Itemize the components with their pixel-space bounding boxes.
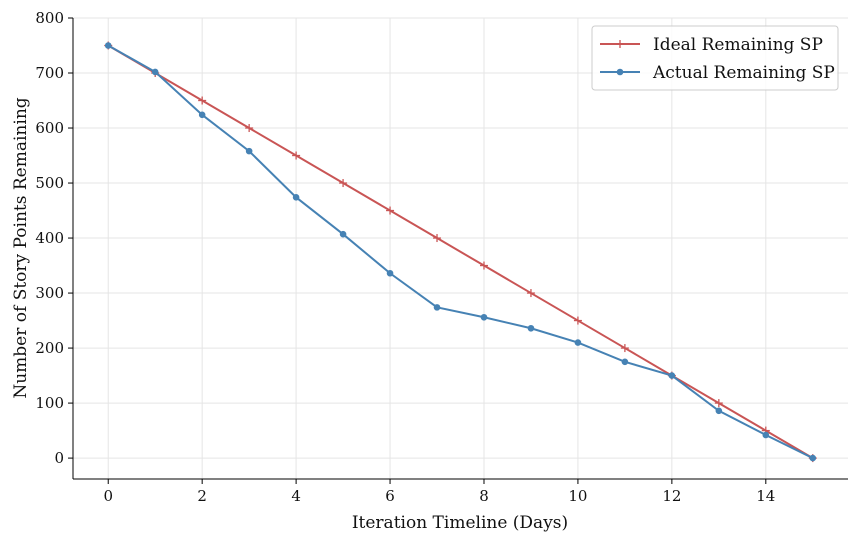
data-point (809, 454, 817, 462)
axes-layer: 0 2 4 6 8 10 12 14 0 100 200 300 400 500 600 700 800 (35, 9, 848, 505)
legend: Ideal Remaining SP Actual Remaining SP (591, 25, 839, 91)
y-tick-label: 400 (35, 229, 64, 247)
actual-series-line (107, 44, 814, 459)
data-point (198, 111, 206, 119)
x-tick-label: 4 (291, 487, 301, 505)
y-tick-label: 100 (35, 394, 64, 412)
plus-marker (433, 234, 442, 243)
y-tick-label: 200 (35, 339, 64, 357)
data-point (433, 304, 441, 311)
y-tick-label: 0 (54, 449, 64, 467)
x-tick-label: 10 (568, 487, 587, 505)
y-tick-label: 300 (35, 284, 64, 302)
plus-marker (479, 261, 488, 270)
plus-marker (386, 206, 395, 215)
y-tick-label: 800 (35, 9, 64, 27)
data-point (292, 194, 300, 201)
plus-marker (714, 399, 723, 408)
grid-layer (73, 17, 848, 479)
data-point (574, 339, 582, 346)
y-tick-label: 700 (35, 64, 64, 82)
x-tick-label: 6 (385, 487, 395, 505)
data-point (245, 147, 253, 155)
y-tick-label: 600 (35, 119, 64, 137)
legend-box (591, 25, 839, 91)
data-point (527, 324, 535, 332)
x-axis-label: Iteration Timeline (Days) (352, 513, 568, 533)
legend-label-actual: Actual Remaining SP (652, 63, 835, 83)
data-point (151, 68, 159, 76)
plus-marker (620, 344, 629, 353)
x-tick-label: 2 (197, 487, 207, 505)
legend-label-ideal: Ideal Remaining SP (653, 35, 823, 55)
plus-marker (526, 289, 535, 298)
x-tick-label: 14 (756, 487, 775, 505)
data-point (386, 269, 394, 277)
data-point (762, 431, 770, 439)
data-point (339, 230, 347, 238)
data-point (715, 407, 723, 415)
series-ideal (104, 41, 817, 463)
y-tick-label: 500 (35, 174, 64, 192)
data-point (668, 372, 676, 379)
x-tick-label: 8 (479, 487, 489, 505)
data-point (104, 42, 112, 49)
plus-marker (245, 124, 254, 133)
x-tick-label: 0 (103, 487, 113, 505)
series-actual (104, 42, 817, 462)
plus-marker (198, 96, 207, 105)
plus-marker (616, 40, 624, 48)
x-tick-label: 12 (662, 487, 681, 505)
legend-marker-actual (616, 68, 624, 76)
data-point (480, 313, 488, 321)
data-point (621, 358, 629, 366)
plus-marker (339, 179, 348, 188)
ideal-series-line (107, 44, 814, 459)
series-layer (104, 41, 817, 463)
plus-marker (573, 316, 582, 325)
plus-marker (292, 151, 301, 160)
y-axis-label: Number of Story Points Remaining (11, 97, 31, 398)
